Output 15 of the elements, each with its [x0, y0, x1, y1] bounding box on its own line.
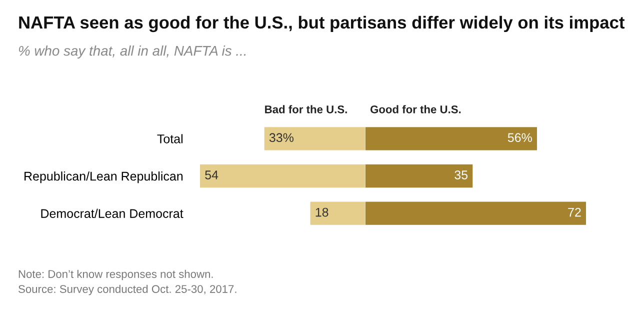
source-note: Source: Survey conducted Oct. 25-30, 2017. [18, 284, 236, 296]
chart-subtitle: % who say that, all in all, NAFTA is ... [18, 46, 246, 58]
text: Note: Don’t know responses not shown. [18, 270, 213, 280]
chart-title: NAFTA seen as good for the U.S., but partisans differ widely on its impact [19, 16, 625, 32]
y-tick-label: Republican/Lean Republican [24, 171, 183, 184]
data-label: 72 [568, 208, 581, 217]
data-label: 56% [508, 133, 532, 142]
series-label: Bad for the U.S. [265, 105, 347, 114]
y-tick-label: Total [157, 134, 182, 144]
y-tick-label: Democrat/Lean Democrat [41, 208, 184, 218]
data-label: 33% [269, 133, 294, 142]
series-label: Good for the U.S. [370, 105, 461, 114]
data-label: 35 [454, 170, 468, 180]
data-label: 54 [205, 170, 218, 180]
data-label: 18 [316, 208, 328, 217]
